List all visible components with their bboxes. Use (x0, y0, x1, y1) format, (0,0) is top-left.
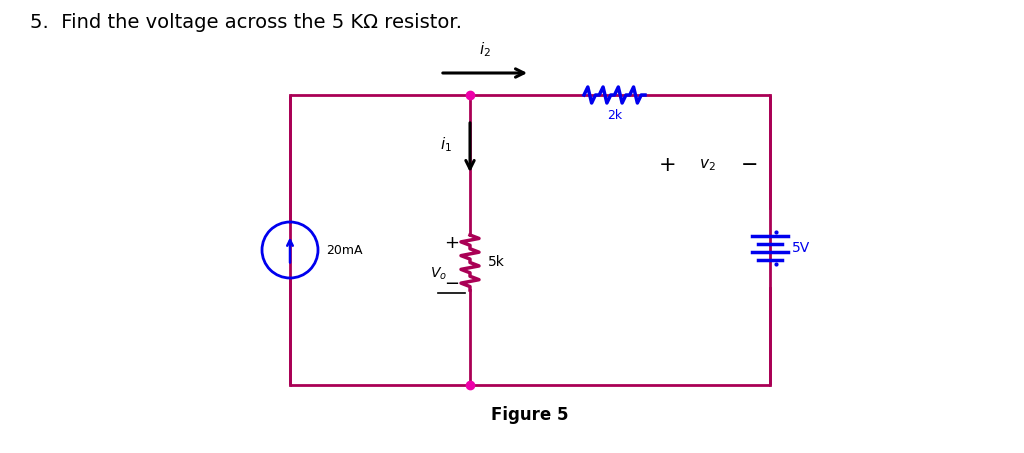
Text: −: − (444, 275, 460, 294)
Text: $\mathit{V}_\mathit{o}$: $\mathit{V}_\mathit{o}$ (430, 265, 447, 282)
Text: 2k: 2k (607, 109, 622, 122)
Text: 5V: 5V (792, 241, 810, 255)
Text: $i_2$: $i_2$ (479, 40, 490, 59)
Text: $i_1$: $i_1$ (440, 135, 452, 154)
Text: +: + (444, 233, 460, 251)
Text: 20mA: 20mA (326, 244, 362, 256)
Text: −: − (740, 155, 758, 175)
Text: Figure 5: Figure 5 (492, 406, 568, 424)
Text: +: + (658, 155, 676, 175)
Text: $\mathit{v}_2$: $\mathit{v}_2$ (699, 157, 716, 173)
Text: 5.  Find the voltage across the 5 KΩ resistor.: 5. Find the voltage across the 5 KΩ resi… (30, 13, 462, 32)
Text: 5k: 5k (488, 255, 505, 270)
